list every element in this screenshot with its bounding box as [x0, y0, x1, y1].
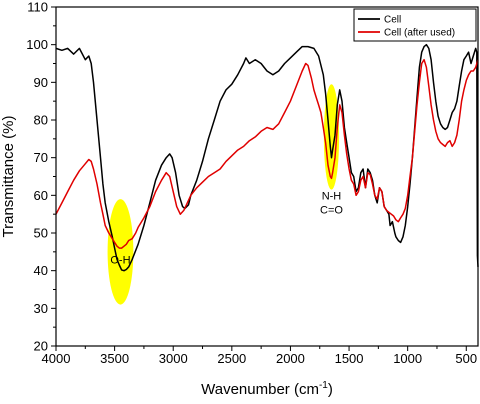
x-tick-label-0: 4000 — [42, 351, 71, 366]
legend: Cell Cell (after used) — [353, 8, 477, 42]
series-line-0 — [55, 43, 479, 272]
x-tick-label-2: 3000 — [159, 351, 188, 366]
y-tick-label-9: 110 — [27, 0, 48, 15]
x-tick-label-3: 2500 — [217, 351, 246, 366]
x-axis-title: Wavenumber (cm-1) — [201, 380, 333, 398]
y-tick-label-2: 40 — [34, 263, 48, 278]
x-axis-title-tail: ) — [328, 381, 333, 398]
x-tick-label-1: 3500 — [100, 351, 129, 366]
x-tick-label-5: 1500 — [335, 351, 364, 366]
legend-label-1: Cell (after used) — [384, 28, 455, 39]
x-axis-title-superscript: -1 — [319, 380, 328, 391]
annotation-text-layer: O-H N-H C=O — [110, 190, 343, 266]
x-axis-title-main: Wavenumber (cm — [201, 381, 319, 398]
annotation-label-1-line2: C=O — [320, 204, 343, 216]
x-tick-label-7: 500 — [455, 351, 477, 366]
series-layer — [55, 43, 479, 272]
x-tick-label-6: 1000 — [393, 351, 422, 366]
y-tick-label-1: 30 — [34, 301, 48, 316]
x-tick-label-4: 2000 — [276, 351, 305, 366]
legend-label-0: Cell — [384, 15, 401, 26]
y-tick-label-4: 60 — [34, 188, 48, 203]
highlight-ellipse-0 — [107, 199, 134, 305]
y-tick-label-8: 100 — [26, 37, 48, 52]
y-tick-label-5: 70 — [34, 150, 48, 165]
series-line-1 — [55, 58, 479, 249]
tick-layer: 4000 3500 3000 2500 2000 1500 1000 500 20 30 40 50 6… — [26, 0, 477, 366]
highlight-layer — [107, 84, 340, 305]
y-axis-title: Transmittance (%) — [0, 116, 17, 238]
legend-box — [353, 8, 477, 42]
annotation-label-0: O-H — [110, 254, 130, 266]
annotation-label-1: N-H — [322, 190, 342, 202]
y-tick-label-3: 50 — [34, 226, 48, 241]
y-tick-label-6: 80 — [34, 113, 48, 128]
y-tick-label-0: 20 — [34, 339, 48, 354]
y-tick-label-7: 90 — [34, 75, 48, 90]
